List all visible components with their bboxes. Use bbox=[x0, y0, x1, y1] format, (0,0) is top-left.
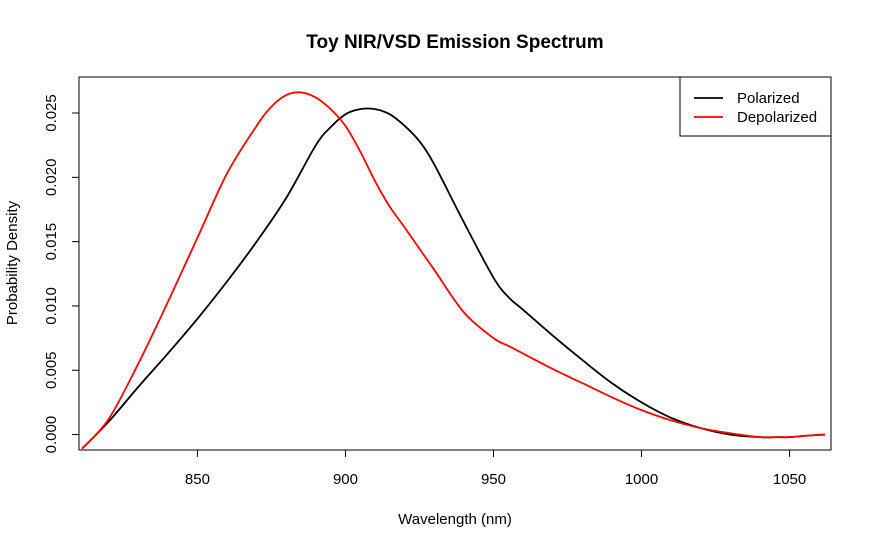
y-tick-label-0: 0.000 bbox=[43, 416, 60, 454]
y-axis: 0.000 0.005 0.010 0.015 0.020 0.025 bbox=[43, 94, 79, 453]
legend-label-depolarized: Depolarized bbox=[737, 109, 817, 126]
series-line-depolarized bbox=[81, 91, 826, 450]
legend-label-polarized: Polarized bbox=[737, 90, 800, 107]
x-axis-label: Wavelength (nm) bbox=[398, 511, 512, 528]
x-tick-label-950: 950 bbox=[481, 471, 506, 488]
y-tick-label-3: 0.015 bbox=[43, 223, 60, 261]
y-tick-label-1: 0.005 bbox=[43, 351, 60, 389]
series-layer bbox=[81, 91, 826, 450]
x-axis: 850 900 950 1000 1050 bbox=[185, 450, 806, 488]
y-tick-label-5: 0.025 bbox=[43, 94, 60, 132]
x-tick-label-850: 850 bbox=[185, 471, 210, 488]
legend: Polarized Depolarized bbox=[679, 76, 832, 137]
plot-frame bbox=[78, 76, 832, 451]
series-line-polarized bbox=[81, 107, 826, 450]
legend-box bbox=[679, 76, 832, 137]
x-tick-label-1050: 1050 bbox=[773, 471, 806, 488]
y-tick-label-2: 0.010 bbox=[43, 287, 60, 325]
chart-title: Toy NIR/VSD Emission Spectrum bbox=[306, 32, 603, 53]
x-tick-label-900: 900 bbox=[333, 471, 358, 488]
x-tick-label-1000: 1000 bbox=[625, 471, 658, 488]
y-axis-label: Probability Density bbox=[4, 200, 21, 325]
y-tick-label-4: 0.020 bbox=[43, 159, 60, 197]
